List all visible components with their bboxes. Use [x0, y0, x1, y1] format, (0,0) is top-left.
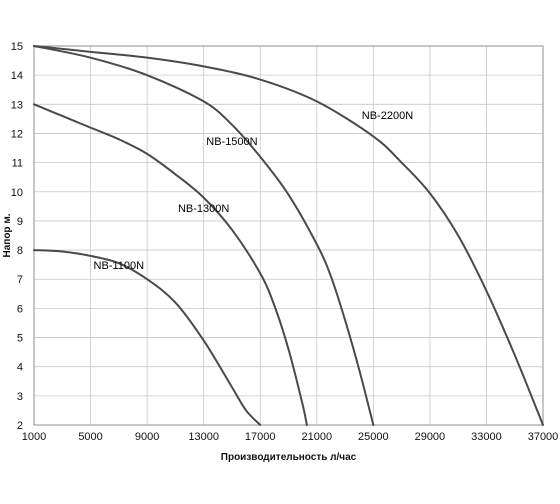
y-tick-label: 14 — [11, 70, 23, 82]
y-tick-label: 10 — [11, 187, 23, 199]
series-line-nb-1300n — [33, 103, 308, 426]
series-line-nb-1100n — [33, 249, 262, 426]
series-label-nb-1300n: NB-1300N — [178, 203, 229, 215]
y-tick-label: 7 — [17, 274, 23, 286]
y-tick-label: 6 — [17, 303, 23, 315]
x-axis-ticks: 1000 5000 9000 13000 17000 21000 25000 29000 330… — [22, 431, 559, 443]
y-tick-label: 3 — [17, 391, 23, 403]
series-labels: NB-1100N NB-1300N NB-1500N NB-2200N — [94, 110, 414, 272]
y-tick-label: 8 — [17, 245, 23, 257]
y-tick-label: 9 — [17, 216, 23, 228]
series-label-nb-2200n: NB-2200N — [362, 110, 413, 122]
y-tick-label: 12 — [11, 128, 23, 140]
series-label-nb-1100n: NB-1100N — [94, 260, 145, 272]
x-axis-title: Производительность л/час — [221, 452, 357, 463]
x-tick-label: 25000 — [358, 431, 389, 443]
series-curves — [33, 45, 544, 426]
y-tick-label: 15 — [11, 41, 23, 53]
x-tick-label: 1000 — [22, 431, 46, 443]
y-tick-label: 2 — [17, 420, 23, 432]
series-line-nb-1500n — [33, 45, 375, 426]
y-axis-title: Напор м. — [2, 213, 13, 257]
x-tick-label: 33000 — [471, 431, 502, 443]
series-line-nb-2200n — [33, 45, 544, 426]
x-tick-label: 9000 — [135, 431, 159, 443]
x-tick-label: 13000 — [188, 431, 219, 443]
series-label-nb-1500n: NB-1500N — [206, 136, 257, 148]
x-tick-label: 17000 — [245, 431, 276, 443]
y-tick-label: 13 — [11, 99, 23, 111]
y-axis-ticks: 2 3 4 5 6 7 8 9 10 11 12 13 14 15 — [11, 41, 23, 432]
x-tick-label: 21000 — [301, 431, 332, 443]
gridlines — [33, 45, 544, 426]
y-tick-label: 11 — [12, 158, 23, 170]
x-tick-label: 5000 — [78, 431, 102, 443]
y-tick-label: 4 — [17, 362, 23, 374]
x-tick-label: 37000 — [528, 431, 559, 443]
y-tick-label: 5 — [17, 333, 23, 345]
plot-frame — [33, 45, 544, 426]
x-tick-label: 29000 — [415, 431, 446, 443]
